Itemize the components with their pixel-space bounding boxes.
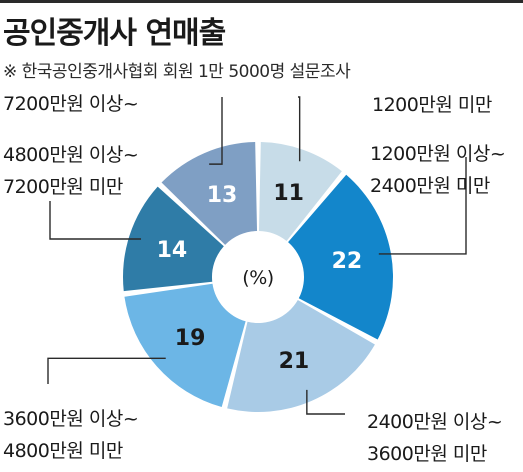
- leader-line-2: [378, 157, 467, 255]
- slice-value-2: 22: [332, 249, 363, 274]
- slice-value-4: 19: [175, 326, 206, 351]
- category-label-3-line-2: 3600만원 미만: [367, 443, 487, 465]
- leader-line-1: [298, 96, 301, 162]
- leader-line-3: [306, 389, 345, 415]
- category-label-4-line-2: 4800만원 미만: [3, 440, 123, 462]
- donut-slice-2: [288, 174, 394, 340]
- leader-line-4: [47, 357, 166, 384]
- category-label-1-line-1: 1200만원 미만: [372, 94, 492, 116]
- slice-value-1: 11: [273, 181, 304, 206]
- category-label-4-line-1: 3600만원 이상~: [3, 408, 138, 430]
- value-label-group: 11 22 21 19 14 13: [157, 181, 363, 374]
- category-label-5-line-2: 7200만원 미만: [3, 176, 123, 198]
- leader-line-5: [49, 201, 142, 240]
- donut-slice-5: [123, 186, 224, 292]
- category-label-group: 1200만원 미만 1200만원 이상~ 2400만원 미만 2400만원 이상~ 36…: [3, 93, 506, 465]
- donut-slice-6: [161, 142, 258, 245]
- chart-subtitle: ※ 한국공인중개사협회 회원 1만 5000명 설문조사: [3, 62, 351, 82]
- category-label-2-line-1: 1200만원 이상~: [370, 143, 505, 165]
- leader-line-group: [47, 96, 467, 415]
- leader-line-6: [209, 97, 223, 165]
- category-label-2-line-2: 2400만원 미만: [370, 175, 490, 197]
- chart-title: 공인중개사 연매출: [3, 16, 226, 51]
- category-label-5-line-1: 4800만원 이상~: [3, 144, 138, 166]
- slice-value-3: 21: [279, 349, 310, 374]
- donut-slice-4: [124, 283, 246, 408]
- category-label-6-line-1: 7200만원 이상~: [3, 93, 138, 115]
- slice-value-6: 13: [207, 183, 238, 208]
- donut-slice-1: [258, 142, 342, 241]
- slice-group: [123, 142, 394, 413]
- donut-slice-3: [227, 300, 375, 413]
- category-label-3-line-1: 2400만원 이상~: [367, 411, 502, 433]
- center-unit-label: (%): [242, 267, 273, 289]
- slice-value-5: 14: [157, 238, 188, 263]
- top-rule: [0, 0, 523, 3]
